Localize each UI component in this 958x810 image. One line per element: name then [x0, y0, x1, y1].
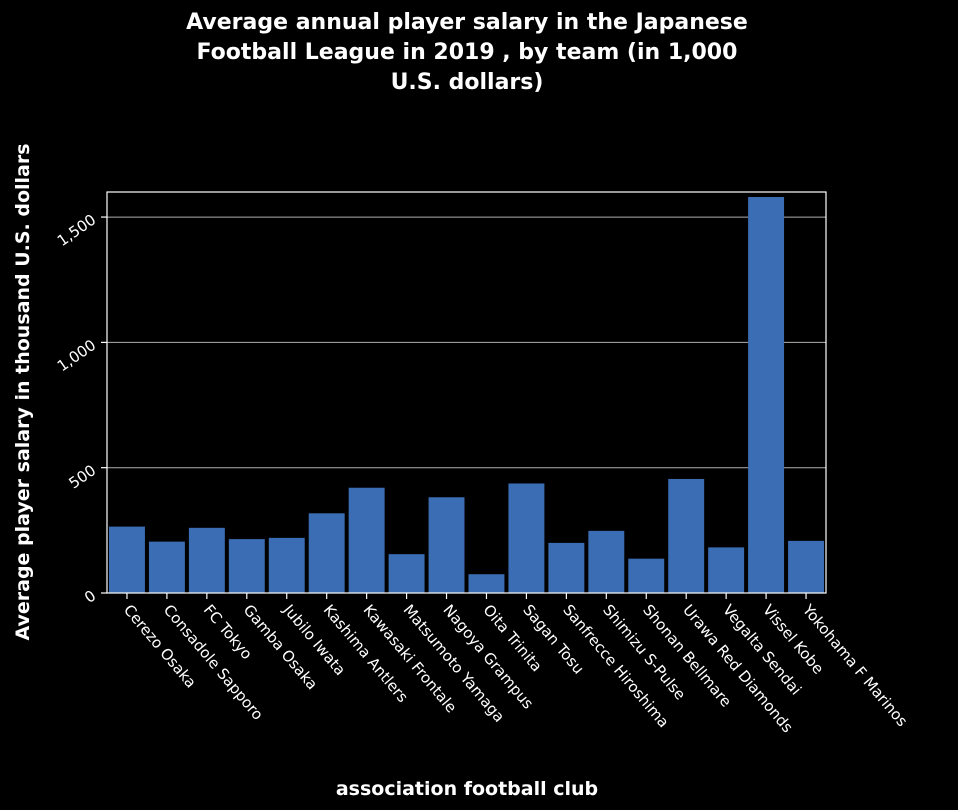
- chart-title: Average annual player salary in the Japa…: [186, 10, 748, 95]
- y-tick-label: 500: [66, 461, 100, 492]
- bar: [708, 547, 745, 593]
- bar: [588, 530, 625, 593]
- bar: [668, 478, 705, 593]
- y-tick-label: 1,000: [54, 336, 100, 375]
- y-tick-label: 1,500: [54, 211, 100, 250]
- y-axis-ticks: 0 500 1,000 1,500: [54, 211, 107, 607]
- y-axis-label: Average player salary in thousand U.S. d…: [12, 143, 34, 640]
- gridlines: [107, 216, 826, 469]
- bar: [788, 540, 825, 593]
- bar: [308, 513, 345, 593]
- bar: [228, 539, 265, 593]
- bar: [348, 487, 385, 593]
- bar: [268, 537, 305, 593]
- bar: [508, 483, 545, 593]
- bar: [428, 497, 465, 593]
- bar: [108, 526, 145, 593]
- y-tick-label: 0: [81, 587, 99, 607]
- bar: [748, 197, 785, 593]
- x-tick-label: Cerezo Osaka: [120, 601, 200, 691]
- bar: [188, 527, 225, 593]
- chart-title-line-1: Average annual player salary in the Japa…: [186, 10, 748, 35]
- bar: [628, 558, 665, 593]
- chart-title-line-3: U.S. dollars): [391, 70, 544, 95]
- chart-title-line-2: Football League in 2019 , by team (in 1,…: [197, 40, 738, 65]
- bar: [388, 554, 425, 593]
- bars: [108, 197, 825, 593]
- x-axis-label: association football club: [336, 778, 598, 800]
- bar: [148, 541, 185, 593]
- bar: [548, 542, 585, 593]
- bar: [468, 574, 505, 593]
- plot-area-frame: [106, 191, 827, 594]
